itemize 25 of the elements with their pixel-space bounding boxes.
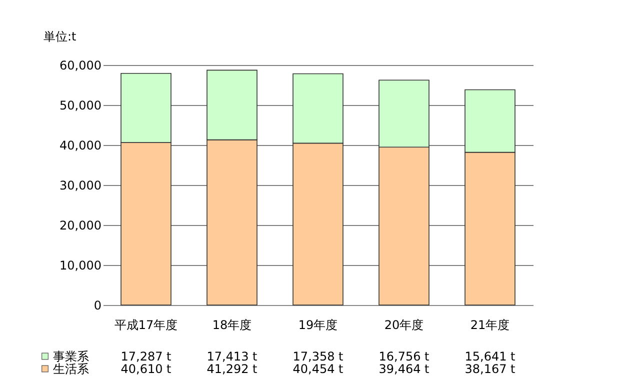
y-axis-title: 単位:t <box>44 30 77 44</box>
data-label: 15,641 t <box>464 349 516 364</box>
x-tick-label: 20年度 <box>384 318 424 332</box>
y-tick-label: 30,000 <box>60 178 102 192</box>
y-tick-label: 50,000 <box>60 98 102 112</box>
y-tick-label: 10,000 <box>60 258 102 272</box>
data-label: 17,413 t <box>206 349 258 364</box>
data-label: 41,292 t <box>206 362 258 376</box>
data-label: 39,464 t <box>378 362 430 376</box>
y-tick-label: 60,000 <box>60 58 102 72</box>
y-tick-label: 40,000 <box>60 138 102 152</box>
x-tick-label: 19年度 <box>298 318 338 332</box>
data-label: 40,610 t <box>120 362 172 376</box>
data-label: 17,358 t <box>292 349 344 364</box>
data-label: 40,454 t <box>292 362 344 376</box>
x-tick-label: 21年度 <box>470 318 510 332</box>
data-label: 16,756 t <box>378 349 430 364</box>
x-tick-label: 18年度 <box>212 318 252 332</box>
y-tick-label: 20,000 <box>60 218 102 232</box>
y-tick-label: 0 <box>94 298 102 312</box>
data-label: 38,167 t <box>464 362 516 376</box>
data-label: 17,287 t <box>120 349 172 364</box>
x-tick-label: 平成17年度 <box>114 318 178 332</box>
legend-label: 生活系 <box>53 362 89 376</box>
legend-label: 事業系 <box>53 349 89 364</box>
